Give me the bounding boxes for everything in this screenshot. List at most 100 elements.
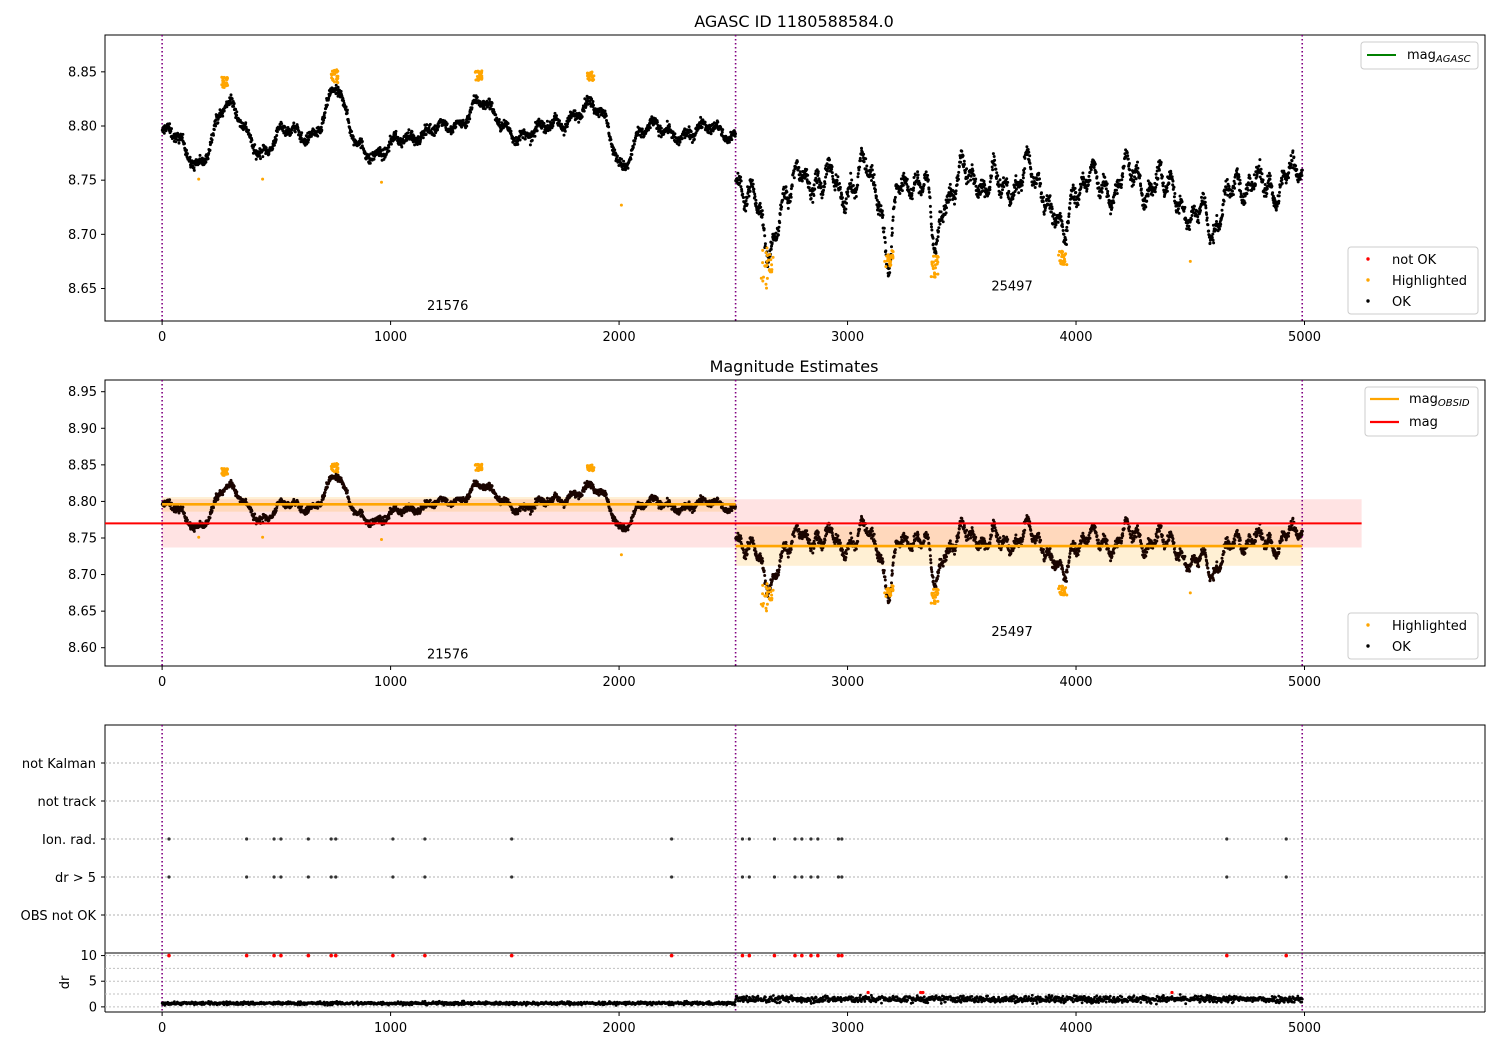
top-ok-point bbox=[259, 157, 262, 161]
top-ok-point bbox=[948, 198, 952, 202]
top-ok-point bbox=[996, 174, 1000, 178]
top-ok-point bbox=[162, 131, 166, 135]
top-highlighted-point bbox=[936, 272, 940, 276]
top-ok-point bbox=[828, 158, 831, 162]
top-ok-point bbox=[274, 138, 278, 141]
top-ok-point bbox=[336, 85, 340, 89]
top-ok-point bbox=[640, 127, 644, 131]
top-ok-point bbox=[1248, 176, 1252, 180]
top-ok-point bbox=[1245, 192, 1249, 196]
top-ok-point bbox=[1033, 186, 1037, 189]
top-ok-point bbox=[535, 129, 539, 133]
mid-ok-point bbox=[208, 516, 212, 520]
top-ok-point bbox=[763, 234, 767, 238]
top-ok-point bbox=[1219, 222, 1223, 226]
top-highlighted-point bbox=[765, 246, 769, 250]
mid-ok-point bbox=[490, 484, 494, 488]
top-ok-point bbox=[1172, 185, 1176, 189]
top-ok-point bbox=[1139, 184, 1143, 188]
top-ok-point bbox=[891, 215, 895, 219]
top-ok-point bbox=[350, 130, 354, 133]
top-highlighted-point bbox=[1064, 252, 1068, 256]
top-ok-point bbox=[751, 182, 755, 186]
top-ok-point bbox=[168, 122, 172, 126]
top-ok-point bbox=[845, 201, 848, 205]
top-ok-point bbox=[387, 149, 391, 153]
top-ok-point bbox=[905, 177, 909, 181]
top-ok-point bbox=[879, 204, 883, 208]
top-highlighted-point bbox=[1065, 263, 1069, 267]
top-ok-point bbox=[1042, 212, 1046, 216]
top-ok-point bbox=[953, 202, 956, 206]
top-ok-point bbox=[244, 121, 248, 125]
top-ok-point bbox=[1014, 174, 1018, 178]
top-ok-point bbox=[532, 131, 536, 134]
top-ok-point bbox=[769, 247, 773, 251]
top-ok-point bbox=[785, 190, 789, 194]
top-ok-point bbox=[1023, 156, 1027, 160]
top-ok-point bbox=[573, 109, 577, 113]
top-ok-point bbox=[1065, 225, 1069, 229]
top-ok-point bbox=[1159, 160, 1163, 164]
top-ok-point bbox=[745, 202, 749, 206]
top-ok-point bbox=[487, 97, 491, 101]
top-ok-point bbox=[826, 169, 829, 173]
top-ok-point bbox=[454, 125, 458, 129]
top-ok-point bbox=[994, 167, 998, 171]
top-ok-point bbox=[699, 115, 703, 119]
top-ok-point bbox=[212, 133, 215, 137]
mid-ok-point bbox=[387, 516, 391, 520]
top-ok-point bbox=[1196, 215, 1200, 219]
top-ok-point bbox=[741, 192, 745, 196]
top-ok-point bbox=[1049, 210, 1053, 214]
top-ok-point bbox=[522, 128, 526, 132]
top-highlighted-point bbox=[221, 85, 225, 89]
top-ok-point bbox=[744, 209, 748, 213]
top-ok-point bbox=[1280, 182, 1284, 185]
top-ok-point bbox=[1023, 167, 1027, 171]
top-ok-point bbox=[888, 271, 892, 275]
top-ok-point bbox=[820, 196, 824, 200]
top-ok-point bbox=[844, 197, 848, 201]
top-ok-point bbox=[275, 134, 279, 137]
top-ok-point bbox=[936, 235, 940, 239]
top-ok-point bbox=[1233, 182, 1237, 186]
top-ok-point bbox=[1071, 183, 1075, 187]
top-ok-point bbox=[271, 147, 275, 150]
top-ok-point bbox=[1212, 241, 1216, 245]
top-ok-point bbox=[495, 116, 499, 120]
top-highlighted-point bbox=[764, 282, 768, 286]
top-ok-point bbox=[739, 179, 743, 183]
top-ok-point bbox=[1265, 192, 1269, 196]
top-ok-point bbox=[1126, 154, 1130, 158]
mid-ok-point bbox=[533, 506, 537, 510]
top-ok-point bbox=[250, 138, 254, 142]
top-ok-point bbox=[407, 128, 411, 132]
mid-ok-point bbox=[181, 505, 185, 509]
top-ok-point bbox=[489, 104, 493, 108]
top-ok-point bbox=[1169, 172, 1173, 176]
top-x-tick-label: 4000 bbox=[1059, 330, 1092, 345]
top-ok-point bbox=[445, 122, 449, 126]
top-ok-point bbox=[959, 160, 963, 164]
top-ok-point bbox=[720, 130, 724, 134]
top-ok-point bbox=[1246, 188, 1250, 192]
top-ok-point bbox=[1252, 187, 1256, 191]
top-ok-point bbox=[372, 157, 376, 161]
top-ok-point bbox=[1200, 195, 1203, 199]
top-ok-point bbox=[523, 137, 527, 141]
top-ok-point bbox=[1287, 171, 1291, 175]
top-ok-point bbox=[760, 215, 764, 219]
top-ok-point bbox=[836, 175, 840, 179]
top-ok-point bbox=[615, 154, 619, 158]
top-ok-point bbox=[854, 195, 858, 198]
top-ok-point bbox=[292, 121, 296, 125]
mid-ok-point bbox=[212, 506, 215, 510]
top-ok-point bbox=[514, 136, 518, 139]
top-ok-point bbox=[830, 167, 834, 171]
top-ok-point bbox=[761, 223, 765, 227]
top-ok-point bbox=[1277, 199, 1281, 203]
top-obsid-label: 21576 bbox=[427, 299, 468, 314]
top-ok-point bbox=[841, 196, 844, 200]
top-ok-point bbox=[1096, 181, 1100, 185]
